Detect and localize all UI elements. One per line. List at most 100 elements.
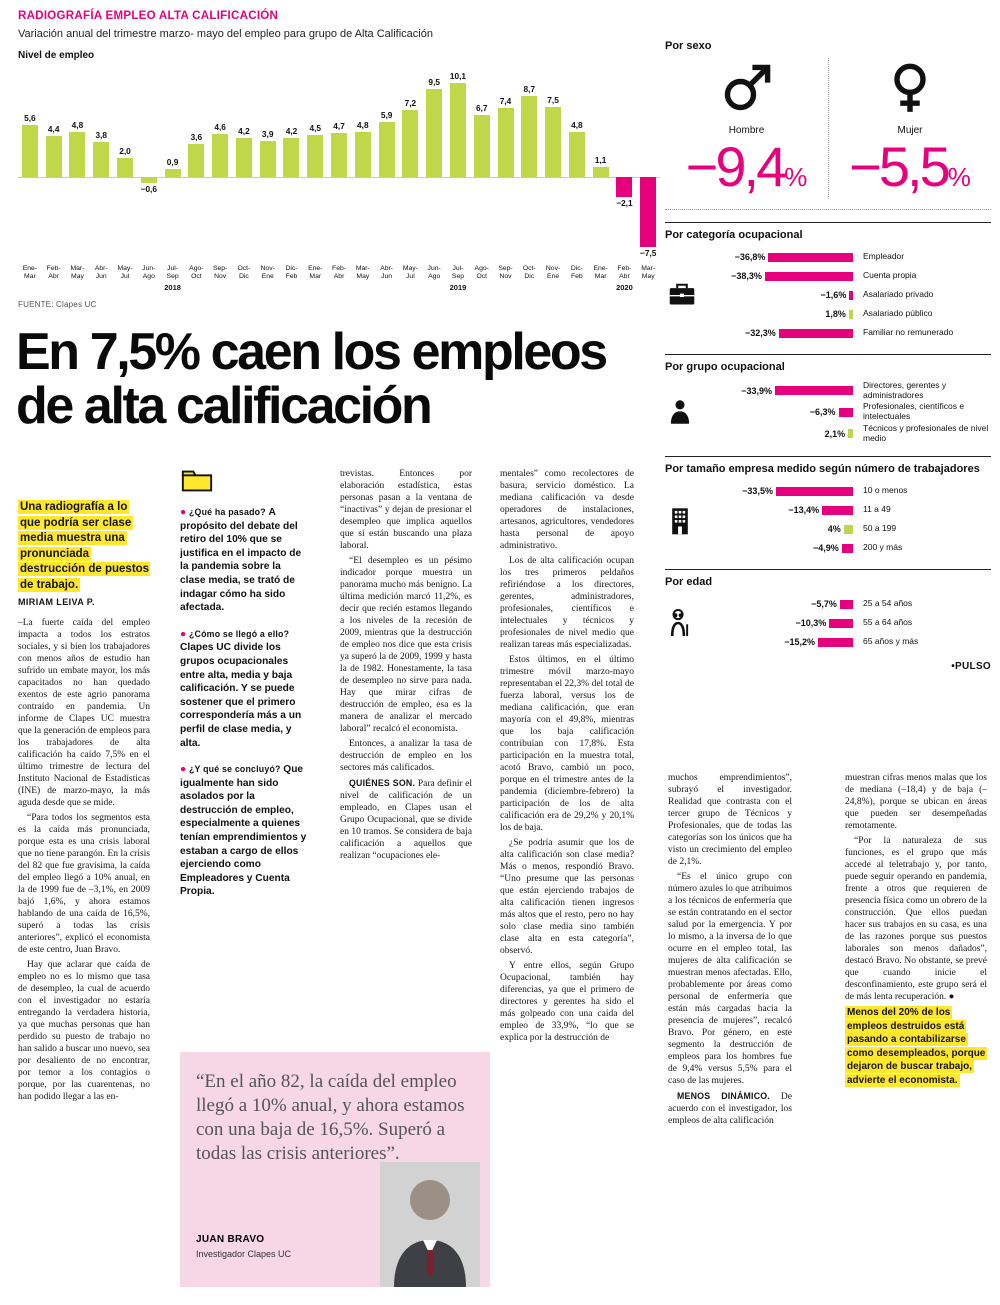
stat-value: −1,6% bbox=[820, 290, 847, 301]
bullet-icon: ● bbox=[180, 507, 189, 518]
chart-bar-slot: 5,6 bbox=[18, 65, 42, 263]
stat-row: 2,1% Técnicos y profesionales de nivel me… bbox=[701, 423, 991, 444]
chart-xlabels: Ene- Mar Feb- Abr Mar- May Abr- Jun May- Jul Jun- A… bbox=[18, 265, 660, 292]
stat-row: −5,7% 25 a 54 años bbox=[701, 596, 991, 613]
chart-bar-value: 8,7 bbox=[523, 84, 536, 95]
chart-bar-slot: 4,7 bbox=[327, 65, 351, 263]
chart-bar-value: 7,4 bbox=[499, 96, 512, 107]
chart-x-label: Jun- Ago bbox=[427, 265, 441, 280]
male-icon bbox=[721, 64, 773, 118]
female-icon bbox=[884, 63, 936, 118]
chart-bar-value: 5,9 bbox=[380, 110, 393, 121]
article-lead: Una radiografía a lo que podría ser clas… bbox=[18, 500, 150, 593]
chart-x-label: Mar- May bbox=[641, 265, 656, 280]
sidebar-section: Por edad −5,7% 25 a 54 años −10,3% 55 a 64 a… bbox=[665, 568, 991, 651]
chart-x-label: Mar- May bbox=[70, 265, 85, 280]
chart-x-label: Ene- Mar bbox=[593, 265, 608, 280]
chart-bar bbox=[235, 137, 252, 177]
pull-quote-text: “En el año 82, la caída del empleo llegó… bbox=[196, 1071, 465, 1164]
chart-bar-slot: 10,1 bbox=[446, 65, 470, 263]
bullet-icon: ● bbox=[180, 764, 189, 776]
stat-bar bbox=[822, 505, 853, 515]
chart-bar bbox=[69, 132, 86, 177]
chart-source: FUENTE: Clapes UC bbox=[18, 300, 97, 309]
chart-bar-value: 3,8 bbox=[95, 129, 108, 140]
sexo-block: Hombre −9,4% Mujer −5,5% bbox=[665, 58, 991, 197]
dotted-divider bbox=[665, 208, 991, 210]
elder-icon bbox=[667, 609, 693, 638]
chart-bar-slot: 1,1 bbox=[589, 65, 613, 263]
sidebar-section: Por categoría ocupacional −36,8% Empleador… bbox=[665, 221, 991, 342]
article-paragraph: trevistas. Entonces por elaboración esta… bbox=[340, 469, 472, 551]
article-paragraph: “Es el único grupo con número azules lo … bbox=[668, 872, 792, 1086]
chart-bar bbox=[640, 177, 657, 247]
chart-bar-slot: 4,8 bbox=[66, 65, 90, 263]
chart-x-label: May- Jul bbox=[402, 265, 418, 280]
chart-x-label: Nov- Ene bbox=[545, 265, 561, 280]
chart-bar bbox=[117, 158, 134, 177]
person-icon bbox=[667, 399, 693, 425]
stat-category: Directores, gerentes y administradores bbox=[863, 379, 947, 400]
chart-x-label: Dic- Feb bbox=[570, 265, 583, 280]
article-paragraph: Entonces, a analizar la tasa de destrucc… bbox=[340, 739, 472, 773]
pull-quote-author: JUAN BRAVO bbox=[196, 1234, 265, 1245]
chart-x-label: Ago- Oct bbox=[189, 265, 204, 280]
chart-bar bbox=[354, 132, 371, 177]
sidebar-section-rows: −5,7% 25 a 54 años −10,3% 55 a 64 años −15,2… bbox=[665, 596, 991, 651]
chart-x-label: Feb- Abr bbox=[332, 265, 347, 280]
article-paragraph: –La fuerte caída del empleo impacta a to… bbox=[18, 618, 150, 808]
stat-bar bbox=[829, 618, 853, 628]
chart-bar-value: 7,5 bbox=[547, 95, 559, 106]
chart-x-label: Ene- Mar bbox=[308, 265, 323, 280]
chart-bar-value: −0,6 bbox=[140, 183, 157, 194]
chart-bar bbox=[283, 137, 300, 177]
stat-bar bbox=[775, 486, 853, 496]
chart-bar-slot: −7,5 bbox=[636, 65, 660, 263]
stat-row: −36,8% Empleador bbox=[701, 249, 991, 266]
stat-row: −38,3% Cuenta propia bbox=[701, 268, 991, 285]
stat-value: 2,1% bbox=[824, 428, 846, 439]
stat-value: −6,3% bbox=[809, 407, 836, 418]
stat-bar bbox=[764, 271, 853, 281]
chart-bar bbox=[188, 143, 205, 177]
byline: MIRIAM LEIVA P. bbox=[18, 597, 95, 607]
stat-category: 25 a 54 años bbox=[863, 598, 913, 609]
stat-row: −15,2% 65 años y más bbox=[701, 634, 991, 651]
chart-bars: 5,6 4,4 4,8 3,8 2,0 −0,6 0,9 3,6 4,6 4,2 3,9 4,2 4,5… bbox=[18, 65, 660, 263]
stat-row: −13,4% 11 a 49 bbox=[701, 502, 991, 519]
stat-bar bbox=[848, 429, 853, 439]
article-column-2: ● ¿Qué ha pasado? A propósito del debate… bbox=[180, 468, 308, 1048]
chart-x-label: Feb- Abr bbox=[46, 265, 61, 280]
article-column-1: Una radiografía a lo que podría ser clas… bbox=[18, 500, 150, 1300]
article-column-4: mentales” como recolectores de basura, s… bbox=[500, 468, 634, 1302]
sidebar-section-title: Por tamaño empresa medido según número d… bbox=[665, 462, 980, 475]
article-column-5: muchos emprendimientos”, subrayó el inve… bbox=[668, 772, 792, 1302]
chart-x-label: Sep- Nov bbox=[498, 265, 513, 280]
sidebar-sections: Por categoría ocupacional −36,8% Empleador… bbox=[665, 221, 991, 651]
paragraph-lead: ¿Qué ha pasado? bbox=[188, 507, 269, 517]
chart-x-label: May- Jul bbox=[117, 265, 133, 280]
article-paragraph: ¿Se podría asumir que los de alta califi… bbox=[500, 838, 634, 956]
chart-bar-slot: 4,6 bbox=[208, 65, 232, 263]
stat-value: 1,8% bbox=[825, 309, 846, 320]
stat-bar bbox=[839, 599, 853, 609]
sidebar-section-title: Por categoría ocupacional bbox=[665, 228, 803, 241]
qa-item: ● ¿Qué ha pasado? A propósito del debate… bbox=[180, 507, 302, 614]
bullet-icon: ● bbox=[180, 628, 189, 640]
briefcase-icon bbox=[667, 281, 697, 309]
chart-bar-slot: 9,5 bbox=[422, 65, 446, 263]
chart-x-label: Feb- Abr 2020 bbox=[613, 265, 637, 292]
chart-x-label: Nov- Ene bbox=[260, 265, 275, 280]
sexo-label: Hombre bbox=[728, 125, 765, 136]
chart-bar-value: 7,2 bbox=[404, 98, 417, 109]
sidebar-section: Por tamaño empresa medido según número d… bbox=[665, 455, 991, 557]
stat-category: Asalariado público bbox=[863, 308, 933, 319]
stat-category: Empleador bbox=[863, 251, 905, 262]
stat-bar bbox=[775, 386, 853, 396]
stat-row: −33,5% 10 o menos bbox=[701, 483, 991, 500]
stat-row: −4,9% 200 y más bbox=[701, 540, 991, 557]
chart-x-label: Jul- Sep 2019 bbox=[446, 265, 470, 292]
chart-bar-slot: −2,1 bbox=[613, 65, 637, 263]
stat-bar bbox=[849, 290, 853, 300]
